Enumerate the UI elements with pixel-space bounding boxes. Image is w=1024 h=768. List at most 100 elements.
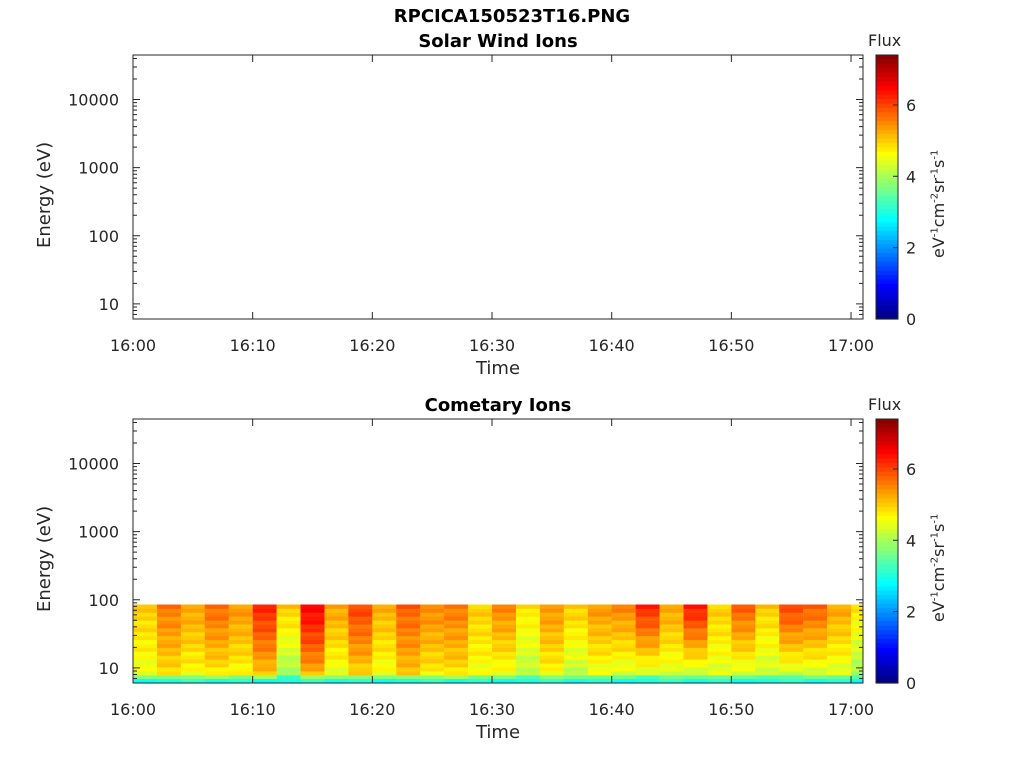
spectrogram-cell (420, 667, 445, 672)
spectrogram-cell (444, 678, 469, 683)
spectrogram-cell (755, 659, 780, 664)
spectrogram-cell (683, 639, 708, 644)
spectrogram-cell (252, 655, 277, 660)
colorbar-segment (876, 537, 898, 543)
spectrogram-cell (827, 647, 852, 652)
spectrogram-cell (228, 628, 253, 633)
panel-title-cometary-ions: Cometary Ions (424, 395, 572, 416)
spectrogram-cell (348, 616, 373, 621)
spectrogram-cell (683, 671, 708, 676)
colorbar-segment (876, 81, 898, 87)
spectrogram-cell (659, 647, 684, 652)
colorbar-frame (875, 54, 899, 320)
spectrogram-cell (300, 655, 325, 660)
x-tick-label: 16:30 (469, 336, 515, 355)
spectrogram-cell (444, 647, 469, 652)
spectrogram-cell (659, 628, 684, 633)
colorbar-segment (876, 107, 898, 113)
x-tick-label: 16:00 (110, 336, 156, 355)
colorbar-segment (876, 301, 898, 307)
spectrogram-cell (252, 620, 277, 625)
spectrogram-cell (492, 671, 517, 676)
colorbar-segment (876, 678, 898, 684)
spectrogram-cell (779, 643, 804, 648)
y-tick-label: 10000 (68, 455, 119, 474)
spectrogram-cell (492, 663, 517, 668)
spectrogram-cell (516, 632, 541, 637)
spectrogram-cell (420, 659, 445, 664)
spectrogram-cell (133, 616, 158, 621)
colorbar-segment (876, 59, 898, 65)
colorbar-segment (876, 471, 898, 477)
spectrogram-cell (396, 620, 421, 625)
spectrogram-cell (779, 635, 804, 641)
spectrogram-cell (587, 604, 612, 609)
spectrogram-cell (851, 612, 864, 617)
colorbar-segment (876, 507, 898, 512)
spectrogram-cell (276, 659, 301, 664)
spectrogram-cell (539, 671, 565, 676)
spectrogram-cell (492, 628, 517, 633)
colorbar-segment (876, 209, 898, 214)
spectrogram-cell (348, 628, 373, 633)
spectrogram-cell (300, 671, 325, 676)
colorbar-segment (876, 529, 898, 534)
spectrogram-cell (348, 639, 373, 644)
spectrogram-cell (276, 655, 301, 660)
spectrogram-cell (180, 655, 206, 660)
spectrogram-cell (420, 624, 445, 629)
spectrogram-cell (587, 612, 612, 617)
spectrogram-cell (683, 643, 708, 648)
spectrogram-cell (228, 671, 253, 676)
spectrogram-cell (539, 678, 565, 683)
spectrogram-cell (396, 628, 421, 633)
spectrogram-cell (707, 643, 732, 648)
spectrogram-cell (563, 659, 588, 664)
spectrogram-cell (396, 671, 421, 676)
spectrogram-cell (803, 655, 828, 660)
spectrogram-cell (252, 659, 277, 664)
colorbar-segment (876, 63, 898, 69)
spectrogram-cell (156, 620, 182, 625)
colorbar-segment (876, 305, 898, 311)
spectrogram-cell (252, 671, 277, 676)
colorbar-segment (876, 173, 898, 179)
colorbar-segment (876, 419, 898, 424)
spectrogram-cell (659, 651, 684, 656)
colorbar-segment (876, 665, 898, 671)
spectrogram-cell (396, 667, 421, 672)
colorbar-segment (876, 436, 898, 442)
spectrogram-cell (420, 620, 445, 625)
spectrogram-cell (779, 671, 804, 676)
spectrogram-cell (396, 616, 421, 621)
spectrogram-cell (228, 667, 253, 672)
colorbar-segment (876, 125, 898, 131)
spectrogram-cell (300, 651, 325, 656)
spectrogram-cell (156, 616, 182, 621)
colorbar-segment (876, 463, 898, 468)
spectrogram-cell (635, 639, 660, 644)
spectrogram-cell (348, 671, 373, 676)
spectrogram-cell (420, 608, 445, 613)
spectrogram-cell (492, 612, 517, 617)
spectrogram-cell (707, 612, 732, 617)
spectrogram-cell (587, 647, 612, 652)
spectrogram-cell (755, 655, 780, 660)
spectrogram-cell (683, 628, 708, 633)
spectrogram-cell (180, 639, 206, 644)
spectrogram-cell (348, 632, 373, 637)
colorbar-segment (876, 143, 898, 148)
spectrogram-cell (204, 678, 229, 683)
spectrogram-cell (611, 659, 636, 664)
spectrogram-cell (611, 635, 636, 641)
spectrogram-cell (204, 616, 229, 621)
spectrogram-cell (659, 659, 684, 664)
spectrogram-cell (444, 674, 469, 679)
spectrogram-cell (563, 612, 588, 617)
spectrogram-cell (827, 612, 852, 617)
spectrogram-cell (563, 624, 588, 629)
spectrogram-cell (276, 604, 301, 609)
spectrogram-cell (372, 639, 397, 644)
spectrogram-cell (444, 628, 469, 633)
spectrogram-cell (803, 667, 828, 672)
